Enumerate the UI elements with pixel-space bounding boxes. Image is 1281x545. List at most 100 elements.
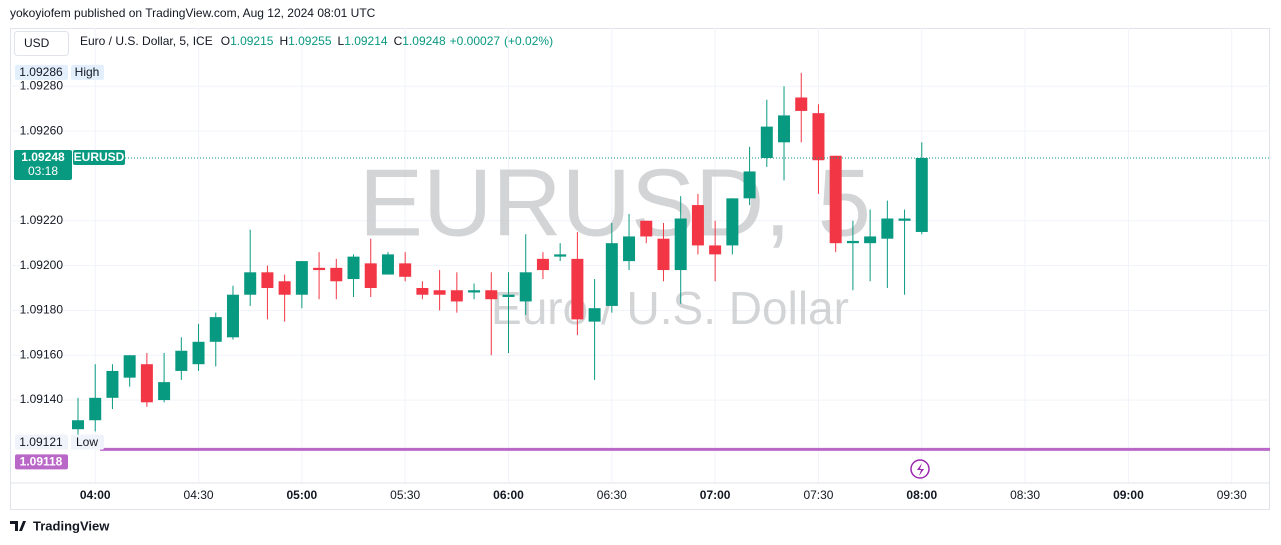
candle-body	[416, 288, 429, 295]
marker-label: Low	[76, 435, 98, 449]
candle-body	[381, 254, 394, 275]
currency-button[interactable]	[14, 31, 69, 56]
legend-key: O	[221, 34, 230, 48]
candle-body	[554, 254, 567, 257]
candle-body	[278, 281, 291, 295]
candle-body	[89, 397, 102, 421]
legend-value: 1.09248	[402, 34, 446, 48]
candle-body	[864, 236, 877, 244]
level-label-box	[15, 454, 68, 470]
candle-body	[72, 420, 84, 430]
watermark: EURUSD, 5	[359, 149, 871, 256]
x-tick-label: 08:30	[1010, 488, 1040, 502]
symbol-label: EURUSD	[74, 150, 125, 164]
candle-body	[244, 272, 257, 295]
candle-body	[760, 126, 773, 158]
candle-body	[175, 350, 188, 371]
candle-body	[743, 171, 756, 199]
marker-label-box	[71, 64, 104, 80]
candle-body	[468, 290, 481, 293]
candle-body	[106, 370, 119, 398]
candle-body	[623, 236, 636, 262]
candle-body	[261, 272, 274, 288]
x-tick-label: 06:30	[597, 488, 627, 502]
x-tick-label: 09:30	[1217, 488, 1247, 502]
countdown-label: 03:18	[28, 164, 58, 178]
currency-button-label[interactable]: USD	[24, 36, 50, 50]
candle-body	[674, 218, 687, 271]
candle-body	[209, 317, 222, 342]
candle-body	[502, 294, 515, 297]
x-tick-label: 06:00	[493, 488, 524, 502]
candle-body	[158, 382, 171, 401]
y-tick-label: 1.09260	[20, 123, 64, 137]
candle-body	[226, 294, 239, 338]
candle-body	[691, 205, 704, 246]
x-tick-label: 09:00	[1113, 488, 1144, 502]
candle-body	[778, 115, 791, 143]
candle-body	[829, 155, 842, 244]
candle-body	[450, 290, 463, 302]
candle-body	[812, 113, 825, 161]
legend-key: C	[394, 34, 403, 48]
marker-label-box	[71, 434, 104, 450]
legend-change-pct: (+0.02%)	[504, 34, 553, 48]
watermark-group: EURUSD, 5 Euro / U.S. Dollar	[359, 149, 871, 334]
candle-body	[330, 267, 343, 282]
candles	[72, 72, 928, 443]
candle-body	[313, 267, 326, 271]
legend-symbol: Euro / U.S. Dollar, 5, ICE	[80, 34, 213, 48]
ohlc-legend: Euro / U.S. Dollar, 5, ICE O1.09215 H1.092…	[80, 34, 553, 48]
x-tick-label: 07:30	[803, 488, 833, 502]
legend-value: 1.09214	[344, 34, 388, 48]
candle-body	[881, 218, 894, 239]
legend-key: H	[279, 34, 288, 48]
candle-body	[140, 364, 153, 403]
candle-body	[709, 245, 722, 255]
legend-value: 1.09215	[230, 34, 274, 48]
watermark-subtitle: Euro / U.S. Dollar	[491, 282, 849, 334]
candle-body	[898, 218, 911, 221]
candle-body	[364, 263, 377, 288]
y-tick-label: 1.09280	[20, 78, 64, 92]
candle-body	[485, 290, 498, 300]
legend-change: +0.00027	[450, 34, 501, 48]
candle-body	[588, 308, 601, 322]
x-tick-label: 08:00	[906, 488, 937, 502]
candle-body	[640, 220, 653, 237]
candle-body	[915, 158, 928, 232]
x-tick-label: 05:30	[390, 488, 420, 502]
x-tick-label: 04:00	[80, 488, 111, 502]
candle-body	[657, 238, 670, 271]
candle-body	[571, 258, 584, 320]
symbol-box	[73, 150, 125, 165]
candle-body	[123, 355, 136, 378]
marker-price: 1.09286	[19, 65, 63, 79]
marker-price-box	[15, 64, 68, 80]
candle-body	[726, 198, 739, 246]
level-label: 1.09118	[20, 455, 63, 469]
marker-label: High	[75, 65, 100, 79]
y-tick-label: 1.09200	[20, 258, 64, 272]
candle-body	[433, 290, 446, 295]
candle-body	[192, 341, 205, 365]
footer-brand: TradingView	[33, 518, 110, 533]
y-tick-label: 1.09140	[20, 392, 64, 406]
publisher-line: yokoyiofem published on TradingView.com,…	[10, 6, 376, 20]
x-tick-label: 04:30	[184, 488, 214, 502]
x-tick-label: 07:00	[700, 488, 731, 502]
y-tick-label: 1.09180	[20, 303, 64, 317]
footer-logo: TradingView	[10, 518, 110, 533]
candle-body	[795, 97, 808, 111]
overlay: 1.09280 1.09260 1.09220 1.09200 1.09180 1.091…	[14, 64, 1270, 479]
last-price-label: 1.09248	[21, 150, 65, 164]
candle-body	[347, 256, 360, 280]
legend-value: 1.09255	[288, 34, 332, 48]
candle-body	[536, 258, 549, 271]
event-icon-bolt	[917, 463, 924, 476]
candle-body	[519, 272, 532, 302]
marker-price-box	[15, 434, 68, 450]
candle-body	[295, 261, 308, 295]
